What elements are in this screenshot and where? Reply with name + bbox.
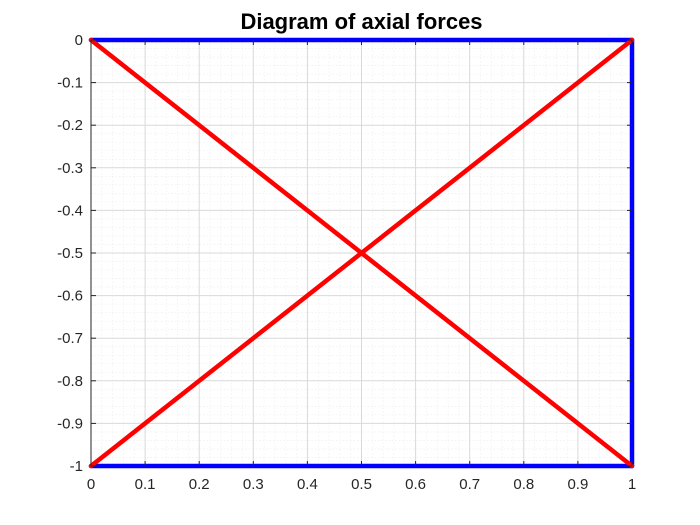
y-tick-label: -0.3 [57,160,83,177]
y-tick-label: -0.5 [57,245,83,262]
x-tick-label: 0.6 [405,476,426,493]
y-tick-label: -0.6 [57,288,83,305]
x-tick-label: 0.2 [189,476,210,493]
y-tick-label: -0.8 [57,373,83,390]
x-tick-label: 0.3 [243,476,264,493]
y-axis-ticks: 0 -0.1 -0.2 -0.3 -0.4 -0.5 -0.6 -0.7 -0.8 -0.9 -1 [57,32,632,475]
x-tick-label: 0.5 [351,476,372,493]
x-tick-label: 0.7 [459,476,480,493]
x-tick-label: 0.9 [567,476,588,493]
x-axis-ticks: 0 0.1 0.2 0.3 0.4 0.5 0.6 0.7 0.8 0.9 1 [87,40,636,493]
y-tick-label: -1 [70,458,83,475]
x-tick-label: 0 [87,476,95,493]
y-tick-label: -0.7 [57,330,83,347]
y-tick-label: 0 [75,32,83,49]
y-tick-label: -0.2 [57,117,83,134]
x-tick-label: 0.8 [513,476,534,493]
series-line-5 [88,37,635,469]
grid [90,39,633,467]
x-tick-label: 1 [628,476,636,493]
y-tick-label: -0.1 [57,75,83,92]
y-tick-label: -0.4 [57,202,83,219]
x-tick-label: 0.1 [135,476,156,493]
x-tick-label: 0.4 [297,476,318,493]
y-tick-label: -0.9 [57,415,83,432]
chart-title: Diagram of axial forces [240,9,482,34]
